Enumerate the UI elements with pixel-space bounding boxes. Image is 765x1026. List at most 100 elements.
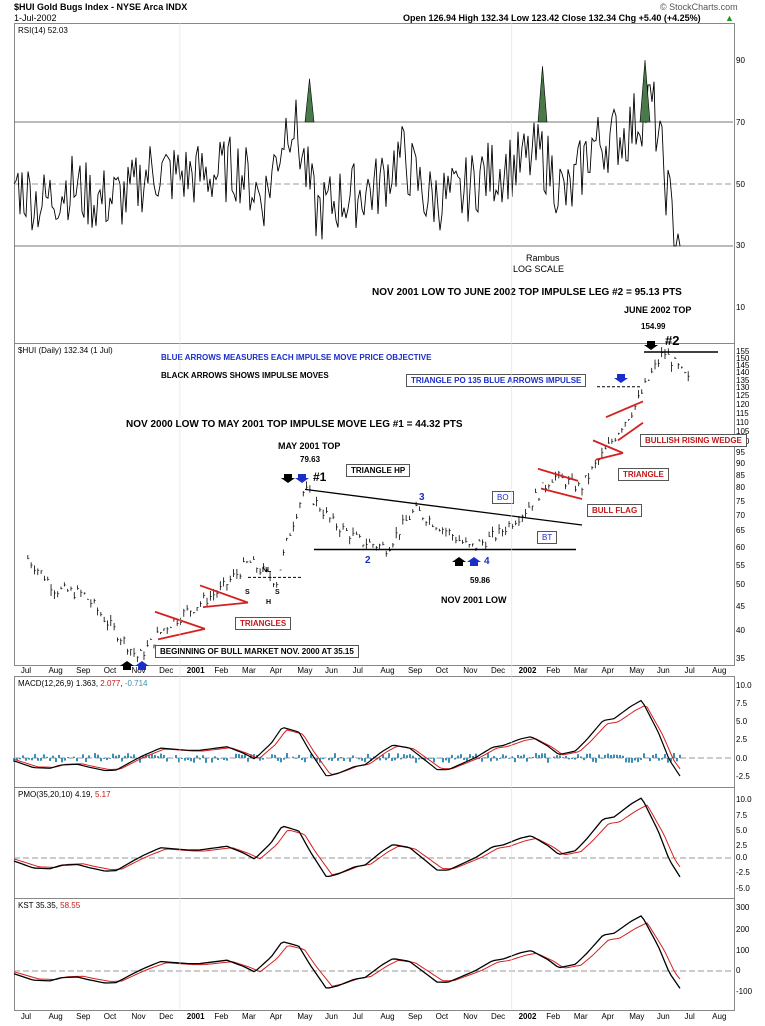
kst-label-prefix: KST [18,901,34,910]
triangle-hp-box: TRIANGLE HP [346,464,411,477]
price-tick: 110 [736,417,749,427]
price-tick: 40 [736,626,745,636]
x-tick-label: Jun [325,666,338,675]
pmo-line [13,797,681,878]
rsi-line [13,81,681,247]
x-tick-label: Aug [712,666,727,675]
hs-s2-label: S [275,589,280,596]
rsi-tick-50: 50 [736,180,745,189]
pmo-tick-minus5: -5.0 [736,884,750,893]
x-tick-label: Jun [656,1012,670,1021]
triangle-box: TRIANGLE [618,468,669,481]
pmo-tick-2.5: 2.5 [736,841,748,850]
hs-head-label: H [266,599,272,606]
macd-line [13,699,681,777]
chart-title: $HUI Gold Bugs Index - NYSE Arca INDX [14,2,188,12]
x-tick-label: Sep [76,1012,91,1021]
black-arrow-up-icon [452,557,466,566]
price-tick: 140 [736,367,750,377]
triangles-box: TRIANGLES [235,617,292,630]
june-top-number: #2 [665,333,680,348]
may-top-number: #1 [313,470,327,484]
pmo-tick-10: 10.0 [736,795,752,804]
may-top-label: MAY 2001 TOP [278,441,341,451]
black-arrow-down-icon [644,341,658,350]
price-tick: 150 [736,353,750,363]
bullish-wedge-box: BULLISH RISING WEDGE [640,434,747,447]
kst-label: KST 35.35, 58.55 [18,901,81,910]
macd-tick-0: 0.0 [736,754,748,763]
nov-low-label: NOV 2001 LOW [441,595,507,605]
x-tick-label: Nov [463,1012,478,1021]
price-tick: 120 [736,399,750,409]
blue-arrow-up-icon [135,661,149,670]
price-tick: 45 [736,602,745,612]
pmo-panel [14,787,735,900]
kst-tick-minus100: -100 [736,987,753,996]
pattern-line [537,467,579,482]
x-tick-label: May [629,1012,645,1021]
x-tick-label: 2001 [186,1012,205,1021]
black-arrow-up-icon [120,661,134,670]
x-tick-label: Jul [684,1012,695,1021]
pmo-signal-value: 5.17 [94,790,111,799]
kst-value: 35.35 [35,901,56,910]
blue-arrow-down-icon [614,374,628,383]
x-tick-label: Sep [407,666,423,675]
x-tick-label: Jul [352,1012,363,1021]
pmo-tick-5: 5.0 [736,826,748,835]
macd-tick-minus2.5: -2.5 [736,772,750,781]
black-arrow-down-icon [281,474,295,483]
price-label: $HUI (Daily) 132.34 (1 Jul) [18,346,113,355]
macd-value: 1.363 [75,679,96,688]
x-tick-label: Dec [159,666,174,675]
x-tick-label: May [297,1012,313,1021]
x-tick-label: Aug [48,666,63,675]
x-tick-label: Apr [269,666,283,675]
x-tick-label: Jun [325,1012,338,1021]
price-tick: 115 [736,408,749,418]
x-tick-label: Jul [352,666,363,675]
blue-arrows-note: BLUE ARROWS MEASURES EACH IMPULSE MOVE P… [161,353,432,362]
x-tick-label: Mar [242,666,256,675]
wave-2-label: 2 [365,555,371,566]
x-tick-label: Feb [546,1012,561,1021]
x-tick-label: Dec [159,1012,174,1021]
bt-box: BT [537,531,558,544]
kst-tick-100: 100 [736,946,750,955]
price-tick: 155 [736,347,750,356]
rsi-tick-10: 10 [736,303,745,312]
wave-4-label: 4 [484,556,490,567]
rsi-tick-30: 30 [736,241,745,250]
macd-tick-7.5: 7.5 [736,699,748,708]
kst-panel [14,898,735,1011]
ohlc-readout: Open 126.94 High 132.34 Low 123.42 Close… [403,13,701,23]
change-up-icon: ▲ [725,13,734,23]
kst-signal-value: 58.55 [60,901,81,910]
rsi-tick-90: 90 [736,56,745,65]
x-tick-label: May [629,666,645,675]
june-top-label: JUNE 2002 TOP [624,305,692,315]
macd-label: MACD(12,26,9) 1.363, 2.077, -0.714 [18,679,148,688]
x-tick-label: Feb [546,666,561,675]
x-tick-label: Feb [214,666,229,675]
source-credit[interactable]: © StockCharts.com [660,2,738,12]
nov-low-value: 59.86 [470,576,491,585]
price-tick: 65 [736,526,745,536]
price-tick: 70 [736,510,745,520]
leg2-annotation: NOV 2001 LOW TO JUNE 2002 TOP IMPULSE LE… [372,287,682,298]
blue-arrow-down-icon [295,474,309,483]
kst-tick-200: 200 [736,925,750,934]
x-tick-label: May [297,666,313,675]
x-tick-label: Aug [380,1012,395,1021]
price-tick: 50 [736,580,745,590]
x-tick-label: Sep [76,666,91,675]
x-tick-label: Apr [601,1012,614,1021]
price-tick: 95 [736,447,745,457]
x-tick-label: Jul [20,666,32,675]
leg1-annotation: NOV 2000 LOW TO MAY 2001 TOP IMPULSE MOV… [126,419,463,430]
x-tick-label: Oct [435,1012,449,1021]
price-tick: 85 [736,470,745,480]
rsi-overbought-fill [639,59,651,123]
x-tick-label: Jul [684,666,695,675]
